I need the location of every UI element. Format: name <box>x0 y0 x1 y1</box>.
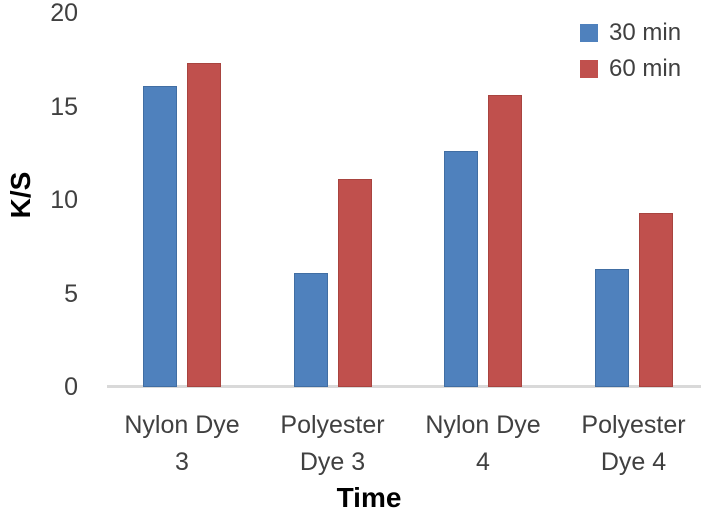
category-label-nylon-dye-4: Nylon Dye 4 <box>425 411 541 476</box>
bar-30-min-polyester-dye-4 <box>594 269 629 387</box>
legend-item-30-min: 30 min <box>580 15 681 51</box>
y-tick-label-10: 10 <box>50 186 78 214</box>
bar-60-min-polyester-dye-4 <box>638 213 673 387</box>
legend-swatch-30-min <box>580 24 598 42</box>
x-axis-title: Time <box>336 482 402 512</box>
y-tick-label-15: 15 <box>50 92 78 121</box>
y-tick-label-0: 0 <box>64 373 78 401</box>
bar-30-min-nylon-dye-3 <box>143 85 177 387</box>
x-axis-line <box>107 385 701 388</box>
legend-label-60-min: 60 min <box>609 55 682 82</box>
category-label-polyester-dye-4: Polyester Dye 4 <box>581 411 686 476</box>
bar-60-min-polyester-dye-3 <box>337 179 372 387</box>
y-tick-label-5: 5 <box>64 279 78 308</box>
category-label-nylon-dye-3: Nylon Dye 3 <box>124 411 240 476</box>
category-label-polyester-dye-3: Polyester Dye 3 <box>280 411 385 476</box>
bar-60-min-nylon-dye-3 <box>187 63 221 387</box>
bar-60-min-nylon-dye-4 <box>488 95 522 387</box>
legend-swatch-60-min <box>580 60 598 78</box>
legend-item-60-min: 60 min <box>580 51 681 87</box>
bar-30-min-nylon-dye-4 <box>444 151 478 387</box>
legend-label-30-min: 30 min <box>609 19 682 46</box>
y-tick-label-20: 20 <box>50 0 78 27</box>
bar-30-min-polyester-dye-3 <box>293 272 328 387</box>
legend: 30 min 60 min <box>580 15 681 87</box>
